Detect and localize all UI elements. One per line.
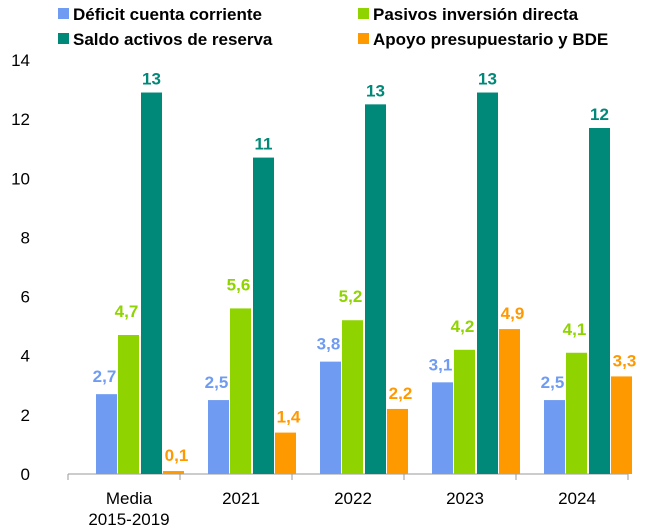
x-axis: Media 2015-2019 2021 2022 2023 2024 bbox=[67, 473, 629, 529]
data-label: 13 bbox=[478, 70, 497, 89]
data-label: 5,6 bbox=[227, 275, 251, 294]
data-label: 2,5 bbox=[541, 373, 565, 392]
data-label: 0,1 bbox=[165, 446, 189, 465]
legend-swatch bbox=[58, 33, 69, 44]
x-tick-label: 2023 bbox=[446, 489, 484, 508]
y-tick-label: 2 bbox=[21, 406, 30, 425]
legend-label: Saldo activos de reserva bbox=[73, 30, 273, 49]
y-tick-label: 8 bbox=[21, 228, 30, 247]
data-label: 2,5 bbox=[205, 373, 229, 392]
legend: Déficit cuenta corriente Pasivos inversió… bbox=[58, 5, 608, 49]
bar bbox=[477, 92, 498, 475]
data-label: 3,1 bbox=[429, 355, 453, 374]
bar bbox=[499, 329, 520, 474]
legend-label: Déficit cuenta corriente bbox=[73, 5, 262, 24]
legend-swatch bbox=[58, 8, 69, 19]
data-label: 13 bbox=[142, 70, 161, 89]
legend-swatch bbox=[358, 33, 369, 44]
legend-label: Apoyo presupuestario y BDE bbox=[373, 30, 608, 49]
x-tick-label: Media 2015-2019 bbox=[88, 489, 169, 529]
bar bbox=[230, 308, 251, 474]
data-labels: 2,7 2,5 3,8 3,1 2,5 4,7 5,6 5,2 4,2 4,1 13 11 13 13 12… bbox=[93, 70, 637, 466]
bar bbox=[365, 104, 386, 474]
bars bbox=[96, 92, 632, 475]
bar bbox=[163, 471, 184, 474]
y-tick-label: 4 bbox=[21, 347, 30, 366]
bar bbox=[253, 157, 274, 475]
y-tick-label: 0 bbox=[21, 465, 30, 484]
data-label: 4,1 bbox=[563, 320, 587, 339]
x-tick-label: 2024 bbox=[558, 489, 596, 508]
bar bbox=[566, 352, 587, 474]
bar bbox=[544, 400, 565, 474]
data-label: 2,7 bbox=[93, 367, 117, 386]
legend-label: Pasivos inversión directa bbox=[373, 5, 579, 24]
data-label: 5,2 bbox=[339, 287, 363, 306]
y-tick-label: 14 bbox=[11, 51, 30, 70]
bar bbox=[342, 320, 363, 474]
data-label: 4,2 bbox=[451, 317, 475, 336]
data-label: 3,8 bbox=[317, 335, 341, 354]
bar bbox=[432, 382, 453, 474]
bar bbox=[589, 128, 610, 474]
data-label: 3,3 bbox=[613, 351, 637, 370]
x-tick-label: 2021 bbox=[222, 489, 260, 508]
bar bbox=[275, 432, 296, 474]
legend-swatch bbox=[358, 8, 369, 19]
data-label: 12 bbox=[590, 105, 609, 124]
y-tick-label: 6 bbox=[21, 288, 30, 307]
bar bbox=[96, 394, 117, 474]
data-label: 4,9 bbox=[501, 304, 525, 323]
data-label: 1,4 bbox=[277, 408, 301, 427]
bar bbox=[141, 92, 162, 475]
data-label: 13 bbox=[366, 81, 385, 100]
bar bbox=[118, 335, 139, 474]
data-label: 4,7 bbox=[115, 302, 139, 321]
bar bbox=[387, 408, 408, 474]
x-tick-label: 2022 bbox=[334, 489, 372, 508]
y-axis: 0 2 4 6 8 10 12 14 bbox=[11, 51, 30, 484]
bar bbox=[454, 349, 475, 474]
data-label: 2,2 bbox=[389, 384, 413, 403]
bar bbox=[208, 400, 229, 474]
bar bbox=[611, 376, 632, 474]
data-label: 11 bbox=[255, 135, 273, 154]
y-tick-label: 12 bbox=[11, 110, 30, 129]
bar bbox=[320, 361, 341, 474]
y-tick-label: 10 bbox=[11, 169, 30, 188]
